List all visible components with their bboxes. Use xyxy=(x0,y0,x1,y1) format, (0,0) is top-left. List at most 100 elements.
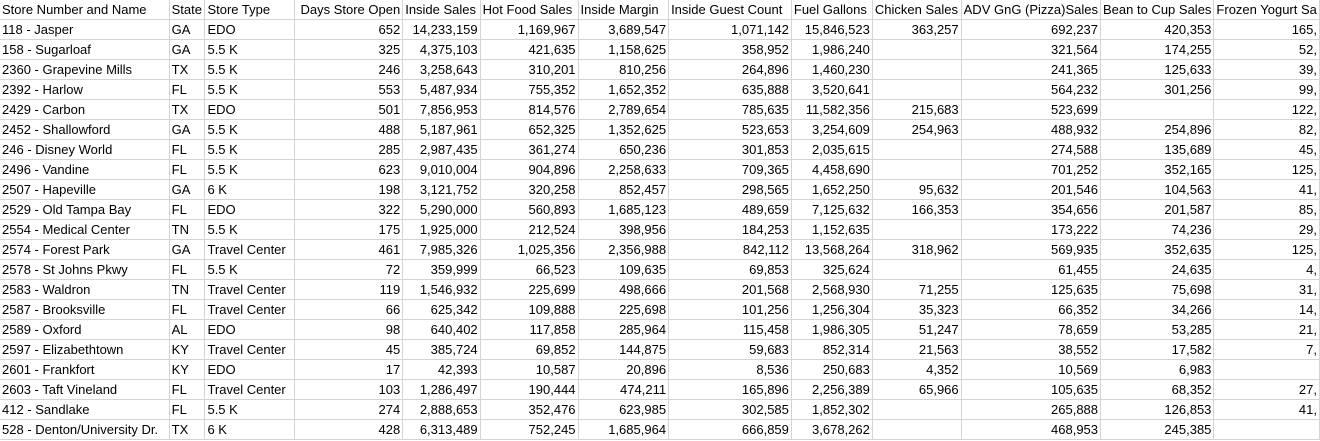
table-cell[interactable]: 66,523 xyxy=(480,259,579,280)
table-cell[interactable]: 126,853 xyxy=(1100,399,1215,420)
table-cell[interactable]: 652 xyxy=(294,19,404,40)
table-cell[interactable]: 3,520,641 xyxy=(791,79,873,100)
table-cell[interactable]: 5.5 K xyxy=(204,59,295,80)
table-cell[interactable]: 190,444 xyxy=(480,379,579,400)
table-cell[interactable]: 318,962 xyxy=(872,239,962,260)
table-cell[interactable]: 6,313,489 xyxy=(402,419,481,440)
column-header[interactable]: Inside Sales xyxy=(402,0,481,20)
table-cell[interactable]: 212,524 xyxy=(480,219,579,240)
table-cell[interactable]: 85, xyxy=(1213,199,1320,220)
table-cell[interactable]: 852,457 xyxy=(578,179,670,200)
table-cell[interactable]: 650,236 xyxy=(578,139,670,160)
table-cell[interactable]: 2496 - Vandine xyxy=(0,159,170,180)
table-cell[interactable]: 852,314 xyxy=(791,339,873,360)
table-cell[interactable]: 810,256 xyxy=(578,59,670,80)
column-header[interactable]: Days Store Open xyxy=(294,0,404,20)
table-cell[interactable]: 69,852 xyxy=(480,339,579,360)
table-cell[interactable]: 109,888 xyxy=(480,299,579,320)
table-cell[interactable]: 8,536 xyxy=(668,359,792,380)
table-cell[interactable]: 5,187,961 xyxy=(402,119,481,140)
table-cell[interactable]: 166,353 xyxy=(872,199,962,220)
table-cell[interactable]: GA xyxy=(169,179,206,200)
table-cell[interactable]: TX xyxy=(169,99,206,120)
table-cell[interactable]: 52, xyxy=(1213,39,1320,60)
table-cell[interactable] xyxy=(872,59,962,80)
table-cell[interactable]: 265,888 xyxy=(961,399,1102,420)
table-cell[interactable]: 9,010,004 xyxy=(402,159,481,180)
table-cell[interactable]: 274,588 xyxy=(961,139,1102,160)
table-cell[interactable]: 5.5 K xyxy=(204,139,295,160)
table-cell[interactable]: 1,071,142 xyxy=(668,19,792,40)
table-cell[interactable]: 2,258,633 xyxy=(578,159,670,180)
table-cell[interactable]: 2,789,654 xyxy=(578,99,670,120)
table-cell[interactable]: 1,986,240 xyxy=(791,39,873,60)
table-cell[interactable]: 6,983 xyxy=(1100,359,1215,380)
column-header[interactable]: State xyxy=(169,0,206,20)
table-cell[interactable]: 1,852,302 xyxy=(791,399,873,420)
table-cell[interactable]: FL xyxy=(169,379,206,400)
table-cell[interactable]: 98 xyxy=(294,319,404,340)
table-cell[interactable]: 13,568,264 xyxy=(791,239,873,260)
table-cell[interactable]: 1,169,967 xyxy=(480,19,579,40)
table-cell[interactable]: 122, xyxy=(1213,99,1320,120)
table-cell[interactable]: 29, xyxy=(1213,219,1320,240)
column-header[interactable]: Frozen Yogurt Sa xyxy=(1213,0,1320,20)
table-cell[interactable]: 71,255 xyxy=(872,279,962,300)
table-cell[interactable]: 5,487,934 xyxy=(402,79,481,100)
table-cell[interactable]: 31, xyxy=(1213,279,1320,300)
table-cell[interactable]: 38,552 xyxy=(961,339,1102,360)
table-cell[interactable]: 652,325 xyxy=(480,119,579,140)
table-cell[interactable]: 692,237 xyxy=(961,19,1102,40)
table-cell[interactable]: 34,266 xyxy=(1100,299,1215,320)
table-cell[interactable]: 361,274 xyxy=(480,139,579,160)
table-cell[interactable]: 1,986,305 xyxy=(791,319,873,340)
table-cell[interactable] xyxy=(872,399,962,420)
table-cell[interactable]: 2601 - Frankfort xyxy=(0,359,170,380)
table-cell[interactable]: 144,875 xyxy=(578,339,670,360)
table-cell[interactable]: 125, xyxy=(1213,159,1320,180)
table-cell[interactable]: 352,165 xyxy=(1100,159,1215,180)
table-cell[interactable] xyxy=(1213,359,1320,380)
table-cell[interactable]: 74,236 xyxy=(1100,219,1215,240)
table-cell[interactable]: 755,352 xyxy=(480,79,579,100)
table-cell[interactable]: 5.5 K xyxy=(204,399,295,420)
table-cell[interactable]: 201,587 xyxy=(1100,199,1215,220)
table-cell[interactable]: 359,999 xyxy=(402,259,481,280)
column-header[interactable]: Bean to Cup Sales xyxy=(1100,0,1215,20)
table-cell[interactable]: 2583 - Waldron xyxy=(0,279,170,300)
table-cell[interactable]: 322 xyxy=(294,199,404,220)
table-cell[interactable]: 5.5 K xyxy=(204,119,295,140)
table-cell[interactable] xyxy=(872,219,962,240)
table-cell[interactable]: 21,563 xyxy=(872,339,962,360)
table-cell[interactable]: 250,683 xyxy=(791,359,873,380)
table-cell[interactable]: 528 - Denton/University Dr. xyxy=(0,419,170,440)
table-cell[interactable]: 4,352 xyxy=(872,359,962,380)
table-cell[interactable]: TN xyxy=(169,219,206,240)
table-cell[interactable]: 2360 - Grapevine Mills xyxy=(0,59,170,80)
table-cell[interactable]: GA xyxy=(169,119,206,140)
table-cell[interactable]: 264,896 xyxy=(668,59,792,80)
table-cell[interactable]: 640,402 xyxy=(402,319,481,340)
table-cell[interactable]: 254,896 xyxy=(1100,119,1215,140)
table-cell[interactable]: 82, xyxy=(1213,119,1320,140)
column-header[interactable]: Hot Food Sales xyxy=(480,0,579,20)
table-cell[interactable]: 2507 - Hapeville xyxy=(0,179,170,200)
table-cell[interactable]: 302,585 xyxy=(668,399,792,420)
table-cell[interactable]: 5.5 K xyxy=(204,159,295,180)
table-cell[interactable]: 105,635 xyxy=(961,379,1102,400)
table-cell[interactable]: 701,252 xyxy=(961,159,1102,180)
table-cell[interactable]: 2392 - Harlow xyxy=(0,79,170,100)
table-cell[interactable]: 104,563 xyxy=(1100,179,1215,200)
table-cell[interactable]: FL xyxy=(169,299,206,320)
table-cell[interactable]: 1,652,250 xyxy=(791,179,873,200)
table-cell[interactable]: 66 xyxy=(294,299,404,320)
table-cell[interactable]: 320,258 xyxy=(480,179,579,200)
table-cell[interactable]: 109,635 xyxy=(578,259,670,280)
column-header[interactable]: Inside Margin xyxy=(578,0,670,20)
table-cell[interactable]: 51,247 xyxy=(872,319,962,340)
table-cell[interactable]: 10,587 xyxy=(480,359,579,380)
table-cell[interactable]: 41, xyxy=(1213,179,1320,200)
table-cell[interactable]: 274 xyxy=(294,399,404,420)
table-cell[interactable]: 14,233,159 xyxy=(402,19,481,40)
table-cell[interactable]: FL xyxy=(169,139,206,160)
